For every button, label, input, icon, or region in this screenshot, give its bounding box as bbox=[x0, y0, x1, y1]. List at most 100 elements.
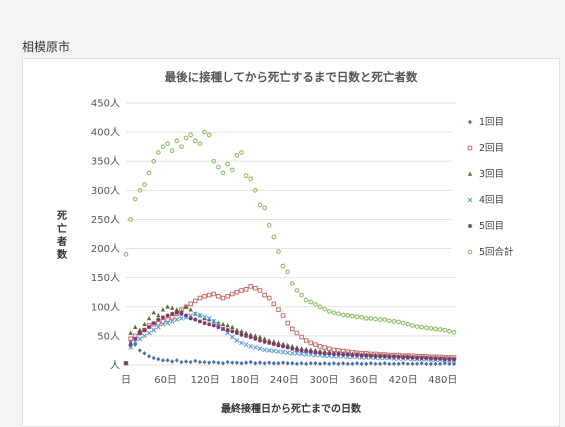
data-point bbox=[123, 252, 129, 257]
data-point bbox=[211, 291, 217, 297]
data-point bbox=[327, 361, 332, 367]
data-point bbox=[401, 361, 406, 366]
data-point bbox=[174, 358, 179, 363]
data-point bbox=[239, 150, 244, 155]
data-point bbox=[262, 336, 267, 341]
data-point bbox=[234, 289, 240, 295]
data-point bbox=[285, 320, 290, 326]
data-point bbox=[128, 342, 133, 347]
data-point bbox=[415, 361, 420, 367]
data-point bbox=[220, 170, 226, 176]
data-point bbox=[174, 310, 179, 315]
data-point bbox=[230, 329, 235, 334]
data-point bbox=[253, 187, 258, 193]
data-point bbox=[386, 318, 392, 324]
y-tick-label: 100人 bbox=[91, 301, 120, 313]
data-point bbox=[133, 342, 138, 347]
data-point bbox=[447, 357, 452, 362]
legend-marker bbox=[468, 224, 472, 228]
data-point bbox=[188, 301, 193, 307]
data-point bbox=[197, 359, 202, 365]
data-point bbox=[414, 324, 420, 329]
data-point bbox=[281, 360, 286, 365]
legend-label: 1回目 bbox=[479, 117, 504, 128]
data-point bbox=[151, 327, 157, 333]
data-point bbox=[239, 340, 244, 346]
data-point bbox=[428, 361, 433, 367]
data-point bbox=[308, 361, 313, 366]
data-point bbox=[410, 361, 415, 367]
data-point bbox=[229, 334, 235, 340]
data-point bbox=[262, 292, 267, 298]
data-point bbox=[313, 302, 318, 307]
data-point bbox=[216, 325, 221, 330]
data-point bbox=[174, 307, 180, 312]
y-tick-label: 450人 bbox=[91, 98, 120, 110]
data-point bbox=[229, 291, 235, 297]
data-point bbox=[304, 349, 309, 354]
x-axis-label: 最終接種日から死亡までの日数 bbox=[221, 402, 362, 415]
data-point bbox=[160, 321, 166, 327]
data-point bbox=[124, 361, 128, 366]
data-point bbox=[415, 356, 420, 361]
data-point bbox=[184, 359, 189, 364]
data-point bbox=[155, 150, 161, 155]
data-point bbox=[165, 141, 170, 147]
data-point bbox=[169, 318, 175, 324]
data-point bbox=[405, 355, 410, 360]
data-point bbox=[170, 305, 175, 310]
x-tick-label: 240日 bbox=[270, 375, 299, 386]
data-point bbox=[188, 307, 193, 312]
data-point bbox=[345, 313, 351, 318]
data-point bbox=[169, 148, 175, 154]
data-point bbox=[276, 349, 281, 354]
data-point bbox=[207, 360, 212, 365]
data-point bbox=[271, 234, 277, 240]
data-point bbox=[303, 297, 309, 303]
data-point bbox=[322, 306, 328, 312]
data-point bbox=[266, 222, 272, 228]
data-point bbox=[128, 217, 133, 222]
data-point bbox=[318, 361, 323, 367]
data-point bbox=[257, 288, 263, 293]
data-point bbox=[405, 321, 411, 327]
data-point bbox=[211, 323, 216, 328]
chart-card: 最後に接種してから死亡するまで日数と死亡者数人 50人 100人 150人 200人 25… bbox=[22, 58, 560, 427]
data-point bbox=[336, 311, 341, 317]
data-point bbox=[271, 348, 277, 354]
data-point bbox=[303, 352, 309, 357]
data-point bbox=[248, 359, 253, 365]
data-point bbox=[280, 313, 286, 318]
data-point bbox=[146, 316, 152, 321]
data-point bbox=[156, 320, 161, 326]
data-point bbox=[147, 325, 152, 330]
data-point bbox=[304, 361, 309, 367]
data-point bbox=[438, 361, 443, 367]
x-tick-label: 日 bbox=[121, 375, 131, 386]
data-point bbox=[331, 351, 336, 356]
data-point bbox=[225, 293, 230, 299]
data-point bbox=[220, 295, 226, 301]
data-point bbox=[192, 138, 198, 144]
data-point bbox=[179, 359, 184, 365]
data-point bbox=[188, 132, 194, 138]
data-point bbox=[234, 360, 239, 365]
data-point bbox=[355, 361, 359, 366]
data-point bbox=[243, 330, 249, 335]
data-point bbox=[147, 354, 152, 359]
data-point bbox=[447, 328, 452, 334]
data-point bbox=[322, 345, 327, 350]
data-point bbox=[262, 347, 267, 353]
data-point bbox=[156, 356, 161, 362]
data-point bbox=[442, 327, 448, 333]
x-tick-label: 480日 bbox=[428, 375, 457, 386]
data-point bbox=[364, 353, 369, 358]
data-point bbox=[290, 346, 295, 351]
data-point bbox=[290, 361, 295, 366]
data-point bbox=[169, 314, 175, 320]
data-point bbox=[202, 293, 207, 299]
data-point bbox=[271, 301, 277, 307]
data-point bbox=[410, 323, 415, 328]
data-point bbox=[229, 167, 235, 173]
data-point bbox=[248, 343, 254, 349]
